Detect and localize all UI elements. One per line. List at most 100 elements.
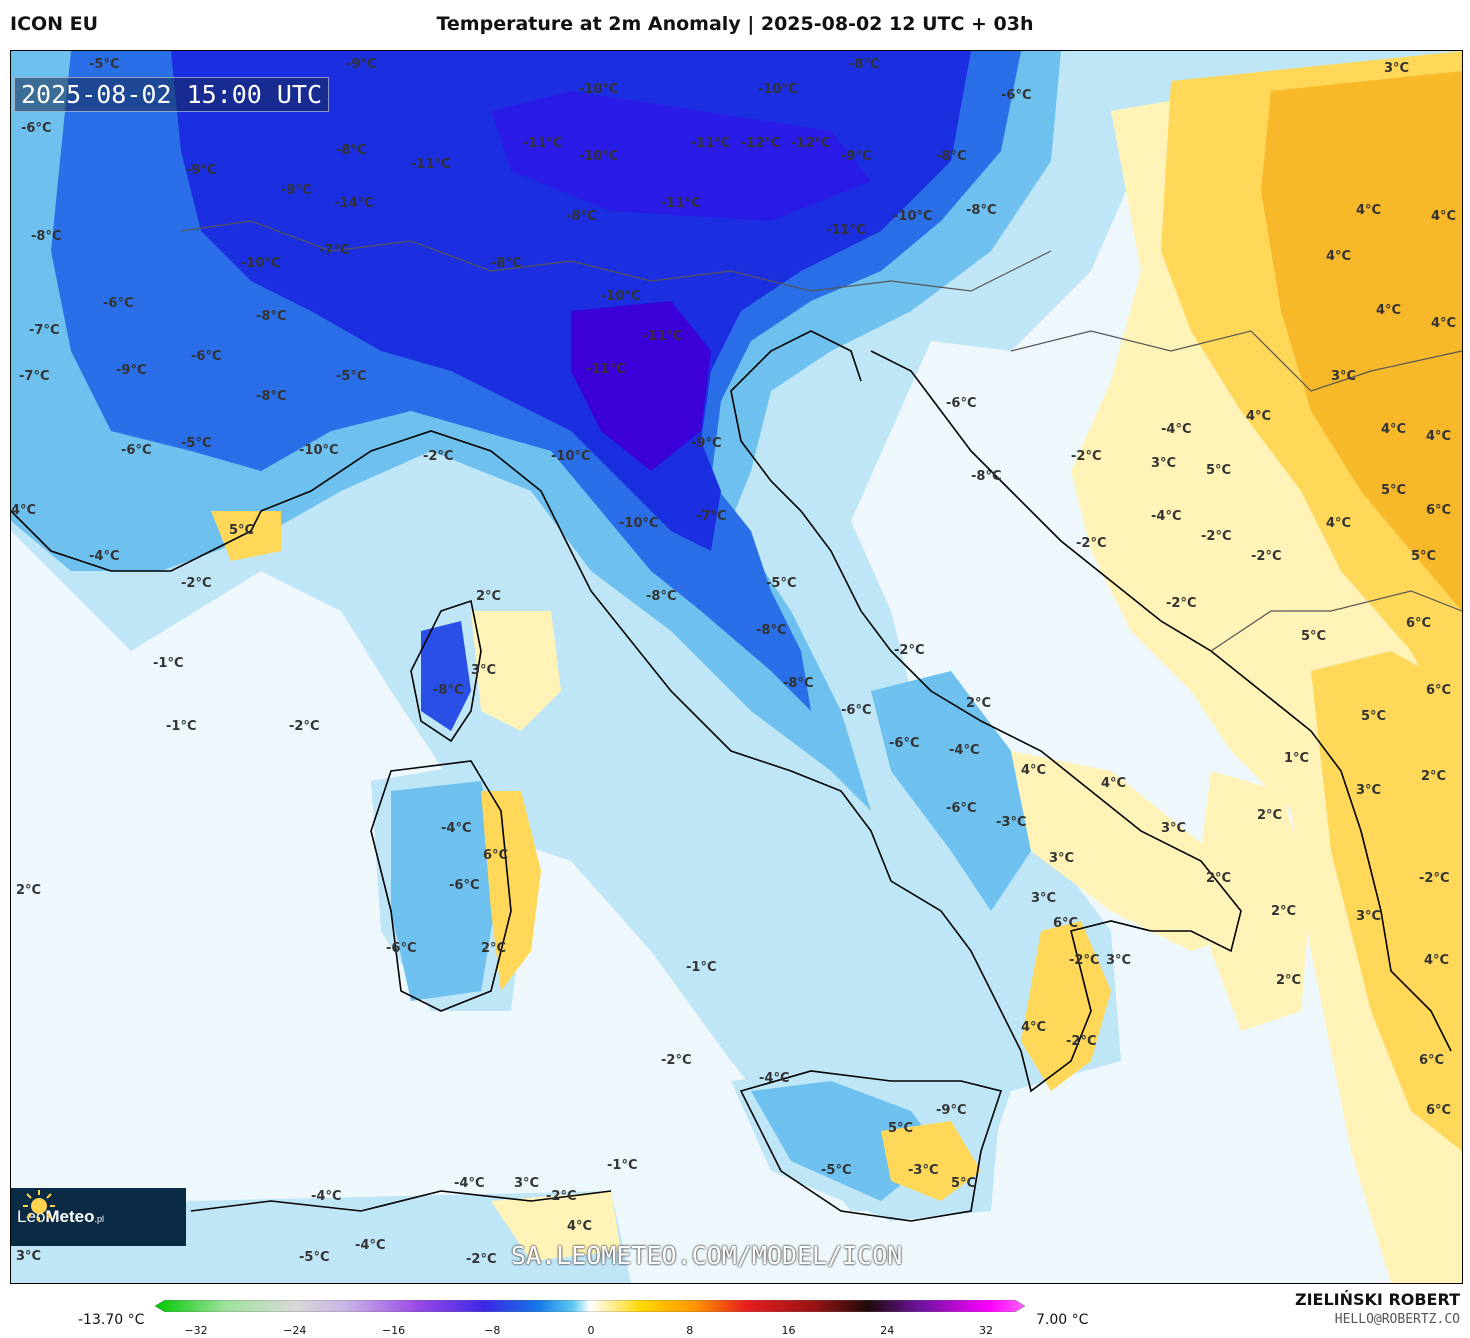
temperature-label: -7°C: [696, 509, 727, 524]
temperature-label: -4°C: [311, 1189, 342, 1204]
page-title: Temperature at 2m Anomaly | 2025-08-02 1…: [436, 13, 1034, 35]
temperature-label: -8°C: [783, 676, 814, 691]
colorbar-min-label: -13.70 °C: [78, 1312, 145, 1328]
anomaly-field: [11, 51, 1462, 1283]
temperature-label: 4°C: [1356, 203, 1382, 218]
temperature-label: 5°C: [1361, 709, 1387, 724]
temperature-label: 5°C: [1206, 463, 1232, 478]
temperature-label: -8°C: [849, 57, 880, 72]
temperature-label: -14°C: [334, 196, 374, 211]
logo[interactable]: LeoMeteo.pl: [11, 1188, 186, 1246]
temperature-label: -10°C: [601, 289, 641, 304]
warm-strong-region: [1261, 71, 1462, 611]
temperature-label: 4°C: [1326, 249, 1352, 264]
temperature-label: -4°C: [355, 1238, 386, 1253]
temperature-label: -2°C: [1201, 529, 1232, 544]
temperature-label: 5°C: [1301, 629, 1327, 644]
temperature-label: 4°C: [1021, 1020, 1047, 1035]
temperature-label: -10°C: [579, 82, 619, 97]
temperature-label: -8°C: [336, 143, 367, 158]
model-name: ICON EU: [10, 13, 99, 35]
temperature-label: -2°C: [1066, 1034, 1097, 1049]
temperature-label: -3°C: [996, 815, 1027, 830]
temperature-label: -2°C: [894, 643, 925, 658]
author-email[interactable]: HELLO@ROBERTZ.CO: [1334, 1312, 1460, 1327]
temperature-label: 4°C: [567, 1219, 593, 1234]
temperature-label: 2°C: [16, 883, 42, 898]
colorbar-max-label: 7.00 °C: [1036, 1312, 1089, 1328]
temperature-label: -4°C: [949, 743, 980, 758]
temperature-label: -9°C: [186, 163, 217, 178]
temperature-label: -6°C: [103, 296, 134, 311]
colorbar-tick-label: −8: [484, 1324, 501, 1337]
temperature-label: -6°C: [449, 878, 480, 893]
colorbar: [155, 1300, 1025, 1312]
map-panel[interactable]: 2025-08-02 15:00 UTC -5°C -9°C -8°C 3°C -10°…: [10, 50, 1463, 1284]
temperature-label: -2°C: [289, 719, 320, 734]
temperature-label: 3°C: [1151, 456, 1177, 471]
temperature-label: 6°C: [1053, 916, 1079, 931]
temperature-label: 2°C: [476, 589, 502, 604]
temperature-label: -8°C: [966, 203, 997, 218]
cold-extreme-region-north: [491, 91, 871, 221]
watermark: SA.LEOMETEO.COM/MODEL/ICON: [511, 1241, 903, 1270]
temperature-label: -4°C: [454, 1176, 485, 1191]
temperature-label: -2°C: [661, 1053, 692, 1068]
warm-mid-sicily-east: [881, 1121, 981, 1201]
colorbar-tick-label: −24: [283, 1324, 307, 1337]
temperature-label: -9°C: [281, 183, 312, 198]
border-alps: [180, 220, 1052, 292]
temperature-label: -9°C: [346, 57, 377, 72]
temperature-label: 3°C: [16, 1249, 42, 1264]
temperature-label: -8°C: [756, 623, 787, 638]
temperature-label: -10°C: [758, 82, 798, 97]
warm-light-tunisia: [491, 1191, 621, 1261]
temperature-label: 3°C: [1331, 369, 1357, 384]
temperature-label: -8°C: [491, 256, 522, 271]
temperature-label: 4°C: [1246, 409, 1272, 424]
temperature-label: 2°C: [966, 696, 992, 711]
temperature-label: -7°C: [19, 369, 50, 384]
temperature-label: 3°C: [1106, 953, 1132, 968]
warm-mid-sardinia-east: [481, 791, 541, 991]
temperature-label: -10°C: [893, 209, 933, 224]
temperature-label: -11°C: [643, 329, 683, 344]
temperature-label: -11°C: [586, 362, 626, 377]
temperature-label: -5°C: [821, 1163, 852, 1178]
temperature-label: 6°C: [1426, 683, 1452, 698]
temperature-label: 5°C: [1411, 549, 1437, 564]
temperature-label: -2°C: [1166, 596, 1197, 611]
warm-mid-balkans: [1311, 651, 1462, 1151]
temperature-label: 2°C: [1257, 808, 1283, 823]
temperature-label: -5°C: [336, 369, 367, 384]
temperature-label: -1°C: [153, 656, 184, 671]
temperature-label: -10°C: [299, 443, 339, 458]
cold-mid-region-sardinia: [391, 781, 501, 1001]
temperature-label: 2°C: [1206, 871, 1232, 886]
coastline-sardinia: [370, 760, 512, 1012]
temperature-label: -5°C: [181, 436, 212, 451]
temperature-label: -8°C: [646, 589, 677, 604]
temperature-label: -12°C: [791, 136, 831, 151]
temperature-label: 4°C: [1426, 429, 1452, 444]
temperature-label: -8°C: [566, 209, 597, 224]
temperature-label: 4°C: [1326, 516, 1352, 531]
colorbar-tick-label: 0: [587, 1324, 595, 1337]
warm-mid-provence: [211, 511, 281, 561]
colorbar-tick-label: 32: [979, 1324, 993, 1337]
temperature-label: -8°C: [256, 309, 287, 324]
colorbar-tick-label: 16: [781, 1324, 796, 1337]
warm-light-ionian: [1201, 771, 1311, 1031]
warm-light-apulia: [1011, 751, 1251, 951]
border-balkans: [1010, 330, 1462, 392]
temperature-label: 1°C: [1284, 751, 1310, 766]
temperature-label: -8°C: [936, 149, 967, 164]
temperature-label: 2°C: [481, 941, 507, 956]
temperature-label: -4°C: [1161, 422, 1192, 437]
temperature-label: -10°C: [619, 516, 659, 531]
valid-time-label: 2025-08-02 15:00 UTC: [14, 77, 330, 112]
temperature-label: -5°C: [299, 1250, 330, 1265]
colorbar-tick-label: 8: [686, 1324, 694, 1337]
sun-icon: [23, 1190, 55, 1222]
temperature-label: -11°C: [661, 196, 701, 211]
